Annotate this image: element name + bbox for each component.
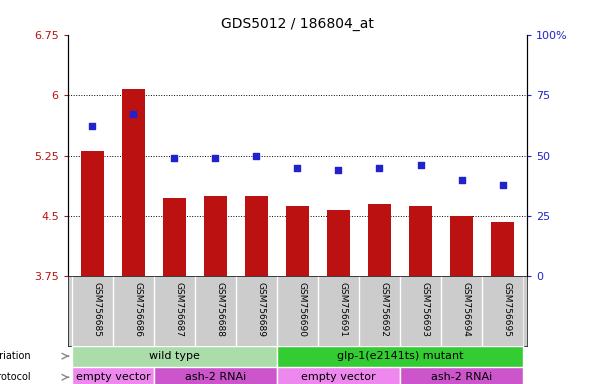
Text: empty vector: empty vector — [75, 372, 150, 382]
Point — [334, 167, 343, 173]
Text: GSM756686: GSM756686 — [133, 282, 143, 337]
Text: GSM756685: GSM756685 — [92, 282, 101, 337]
Bar — [277, 367, 400, 384]
Bar — [400, 367, 523, 384]
Bar — [409, 205, 432, 276]
Bar — [491, 222, 514, 276]
Bar — [204, 196, 227, 276]
Text: GSM756694: GSM756694 — [462, 282, 471, 337]
Text: GSM756695: GSM756695 — [502, 282, 511, 337]
Bar — [368, 204, 391, 276]
Point — [375, 165, 384, 171]
Bar — [245, 196, 268, 276]
Text: GSM756691: GSM756691 — [339, 282, 348, 337]
Text: GSM756688: GSM756688 — [216, 282, 224, 337]
Point — [88, 123, 97, 129]
Text: GSM756692: GSM756692 — [379, 282, 389, 337]
Point — [211, 155, 220, 161]
Bar — [72, 346, 277, 367]
Point — [416, 162, 425, 168]
Bar — [81, 152, 104, 276]
Point — [293, 165, 302, 171]
Text: glp-1(e2141ts) mutant: glp-1(e2141ts) mutant — [337, 351, 463, 361]
Text: ash-2 RNAi: ash-2 RNAi — [431, 372, 492, 382]
Point — [252, 152, 261, 159]
Text: GSM756689: GSM756689 — [256, 282, 266, 337]
Text: protocol: protocol — [0, 372, 31, 382]
Text: GSM756693: GSM756693 — [421, 282, 429, 337]
Point — [457, 177, 466, 183]
Bar — [163, 198, 186, 276]
Bar — [154, 367, 277, 384]
Text: empty vector: empty vector — [301, 372, 376, 382]
Point — [128, 111, 138, 118]
Text: GSM756687: GSM756687 — [174, 282, 183, 337]
Bar — [277, 346, 523, 367]
Bar — [450, 216, 473, 276]
Point — [170, 155, 179, 161]
Bar — [122, 89, 145, 276]
Text: GSM756690: GSM756690 — [297, 282, 306, 337]
Text: genotype/variation: genotype/variation — [0, 351, 31, 361]
Title: GDS5012 / 186804_at: GDS5012 / 186804_at — [221, 17, 374, 31]
Bar — [72, 367, 154, 384]
Text: wild type: wild type — [149, 351, 200, 361]
Point — [498, 182, 507, 188]
Text: ash-2 RNAi: ash-2 RNAi — [185, 372, 246, 382]
Bar — [286, 205, 309, 276]
Bar — [327, 210, 350, 276]
